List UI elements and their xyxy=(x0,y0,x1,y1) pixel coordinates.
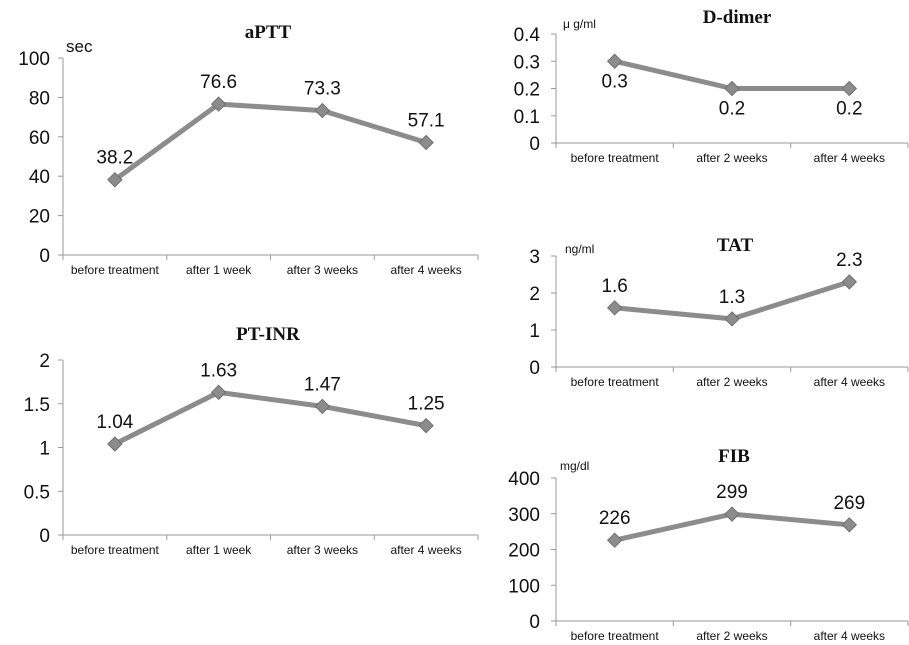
y-tick-label: 2 xyxy=(529,284,540,305)
x-tick-label: before treatment xyxy=(71,263,160,277)
x-tick-label: after 3 weeks xyxy=(287,263,358,277)
y-tick-label: 0 xyxy=(529,134,540,155)
y-tick-label: 40 xyxy=(29,167,50,188)
data-point xyxy=(724,311,740,327)
data-point xyxy=(314,398,331,415)
y-unit-label: sec xyxy=(66,37,93,56)
x-tick-label: after 4 weeks xyxy=(814,629,885,643)
x-tick-label: after 4 weeks xyxy=(390,543,461,557)
data-label: 0.2 xyxy=(836,99,862,120)
y-tick-label: 0.4 xyxy=(514,25,541,46)
data-point xyxy=(314,102,331,119)
data-point xyxy=(841,517,858,533)
y-tick-label: 20 xyxy=(29,207,50,228)
y-tick-label: 60 xyxy=(29,128,50,149)
x-tick-label: after 3 weeks xyxy=(287,543,358,557)
y-tick-label: 3 xyxy=(529,247,540,268)
y-tick-label: 0.5 xyxy=(24,482,50,503)
data-label: 76.6 xyxy=(200,72,237,93)
data-label: 57.1 xyxy=(408,111,445,132)
x-tick-label: after 1 week xyxy=(186,263,252,277)
y-tick-label: 400 xyxy=(508,469,540,490)
x-tick-label: after 2 weeks xyxy=(696,151,767,165)
data-point xyxy=(841,80,858,97)
data-label: 1.6 xyxy=(601,276,627,297)
y-tick-label: 300 xyxy=(508,505,540,526)
y-tick-label: 0 xyxy=(39,526,50,547)
data-label: 1.25 xyxy=(408,394,445,415)
x-tick-label: before treatment xyxy=(571,375,660,389)
data-point xyxy=(724,506,740,522)
y-tick-label: 0 xyxy=(529,358,540,379)
y-tick-label: 100 xyxy=(18,49,50,70)
chart-2: D-dimer μ g/ml 0 0.1 0.2 0.3 0.4 before treatme… xyxy=(514,7,909,165)
chart-title: D-dimer xyxy=(703,7,772,28)
x-tick-label: after 4 weeks xyxy=(814,151,885,165)
x-tick-label: after 2 weeks xyxy=(696,629,767,643)
y-tick-label: 0.1 xyxy=(514,107,540,128)
chart-3: TAT ng/ml 0 1 2 3 before treatment after 2 week… xyxy=(529,235,909,389)
data-label: 226 xyxy=(599,508,631,529)
chart-title: TAT xyxy=(717,235,754,256)
data-point xyxy=(418,417,434,434)
chart-0: aPTT sec 0 20 40 60 80 100 before treatment after… xyxy=(18,22,479,277)
y-tick-label: 0 xyxy=(39,246,50,267)
y-tick-label: 80 xyxy=(29,88,50,109)
y-tick-label: 2 xyxy=(39,351,50,372)
data-label: 0.2 xyxy=(719,99,745,120)
data-label: 1.3 xyxy=(719,287,745,308)
y-unit-label: ng/ml xyxy=(565,242,594,256)
x-tick-label: after 4 weeks xyxy=(814,375,885,389)
y-unit-label: mg/dl xyxy=(560,459,589,473)
data-point xyxy=(107,172,123,188)
y-tick-label: 1.5 xyxy=(24,395,50,416)
y-tick-label: 0.3 xyxy=(514,52,540,73)
data-point xyxy=(107,436,123,452)
data-label: 2.3 xyxy=(836,250,862,271)
chart-title: PT-INR xyxy=(236,324,300,345)
y-tick-label: 1 xyxy=(529,321,540,342)
series-line xyxy=(112,389,429,447)
chart-title: aPTT xyxy=(245,22,292,43)
data-label: 299 xyxy=(716,482,748,503)
data-point xyxy=(724,80,740,97)
x-tick-label: before treatment xyxy=(71,543,160,557)
series-line xyxy=(112,101,429,183)
chart-title: FIB xyxy=(718,446,750,467)
data-point xyxy=(418,134,434,151)
x-tick-label: after 4 weeks xyxy=(390,263,461,277)
x-tick-label: before treatment xyxy=(571,151,660,165)
x-tick-label: after 1 week xyxy=(186,543,252,557)
y-tick-label: 0 xyxy=(529,612,540,633)
data-label: 1.63 xyxy=(200,360,237,381)
data-label: 269 xyxy=(833,493,865,514)
data-point xyxy=(606,53,623,69)
x-tick-label: before treatment xyxy=(571,629,660,643)
x-tick-label: after 2 weeks xyxy=(696,375,767,389)
chart-1: PT-INR 0 0.5 1 1.5 2 before treatment after 1 w… xyxy=(24,324,479,557)
data-point xyxy=(210,96,227,112)
data-label: 1.04 xyxy=(96,412,133,433)
data-label: 0.3 xyxy=(601,71,627,92)
data-point xyxy=(606,532,623,548)
y-tick-label: 0.2 xyxy=(514,80,540,101)
data-label: 1.47 xyxy=(304,374,341,395)
y-tick-label: 200 xyxy=(508,541,540,562)
y-tick-label: 1 xyxy=(39,439,50,460)
data-point xyxy=(606,300,623,316)
y-unit-label: μ g/ml xyxy=(563,17,596,31)
data-label: 73.3 xyxy=(304,79,341,100)
data-point xyxy=(210,384,227,401)
data-label: 38.2 xyxy=(96,148,133,169)
y-tick-label: 100 xyxy=(508,576,540,597)
data-point xyxy=(841,274,858,290)
chart-4: FIB mg/dl 0 100 200 300 400 before treatment aft… xyxy=(508,446,909,643)
